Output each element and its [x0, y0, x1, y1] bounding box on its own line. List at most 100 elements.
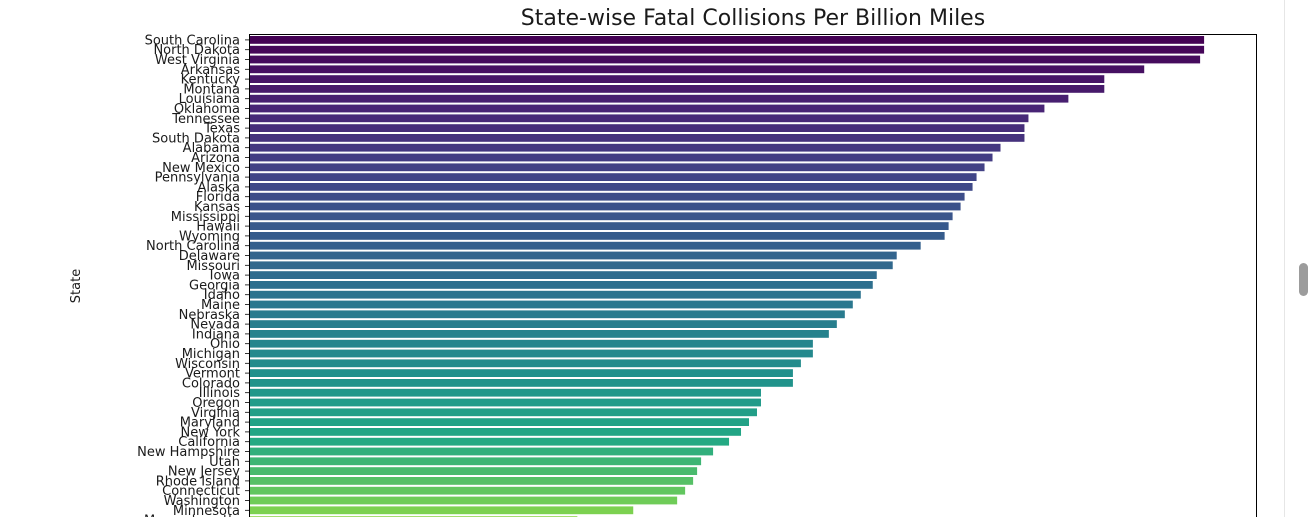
bar	[250, 428, 742, 436]
y-tick-label: Wyoming	[179, 229, 240, 244]
y-tick-label: Alaska	[197, 180, 240, 195]
y-tick-label: Ohio	[210, 337, 240, 352]
y-tick-label: Tennessee	[171, 112, 240, 127]
y-tick-label: Mississippi	[171, 210, 240, 225]
bar	[250, 55, 1201, 64]
y-tick-label: Florida	[196, 190, 240, 205]
y-tick-label: Rhode Island	[156, 474, 240, 489]
y-tick-label: South Dakota	[152, 131, 240, 146]
y-tick-label: Maryland	[180, 416, 240, 431]
bar	[250, 467, 698, 475]
bar	[250, 477, 694, 485]
bar	[250, 212, 953, 221]
y-tick-label: Nevada	[190, 318, 240, 333]
bar	[250, 486, 686, 495]
y-tick-label: Kansas	[194, 200, 240, 215]
y-tick-label: Wisconsin	[175, 357, 240, 372]
bars-group	[250, 36, 1205, 517]
bar	[250, 202, 961, 211]
bar	[250, 359, 801, 368]
y-tick-label: Illinois	[199, 386, 240, 401]
bar	[250, 330, 829, 338]
y-tick-label: Pennsylvania	[155, 171, 240, 186]
bar	[250, 94, 1069, 103]
scrollbar-thumb[interactable]	[1299, 263, 1308, 296]
bar	[250, 85, 1105, 93]
y-tick-label: New Jersey	[168, 465, 240, 480]
y-tick-label: Idaho	[204, 288, 240, 303]
y-tick-label: West Virginia	[155, 53, 240, 68]
bar	[250, 408, 757, 417]
bar	[250, 173, 977, 181]
chart-title: State-wise Fatal Collisions Per Billion …	[521, 6, 985, 31]
bar	[250, 398, 761, 407]
bar	[250, 232, 945, 240]
bar	[250, 36, 1205, 44]
y-tick-label: Maine	[201, 298, 240, 313]
y-tick-label: Iowa	[210, 269, 240, 284]
bar	[250, 251, 897, 260]
y-tick-label: North Dakota	[153, 43, 240, 58]
bar	[250, 320, 837, 328]
y-tick-label: Connecticut	[162, 484, 240, 499]
bar	[250, 300, 853, 309]
y-tick-label: New York	[180, 425, 240, 440]
y-tick-label: New Mexico	[162, 161, 240, 176]
y-tick-label: North Carolina	[146, 239, 240, 254]
y-tick-label: Delaware	[179, 249, 240, 264]
y-tick-label: Oregon	[192, 396, 240, 411]
bar	[250, 114, 1029, 123]
bar	[250, 261, 893, 270]
bar	[250, 457, 702, 466]
y-tick-label: Washington	[164, 494, 240, 509]
y-tick-label: New Hampshire	[137, 445, 240, 460]
y-tick-label: Utah	[209, 455, 240, 470]
y-tick-label: Arkansas	[181, 63, 240, 78]
bar	[250, 65, 1145, 74]
y-tick-label: Georgia	[189, 278, 240, 293]
bar	[250, 183, 973, 191]
y-tick-label: South Carolina	[145, 33, 240, 48]
bar	[250, 192, 965, 201]
bar	[250, 310, 845, 319]
bar	[250, 349, 813, 358]
y-tick-label: Hawaii	[196, 220, 240, 235]
y-axis-label: State	[69, 269, 84, 303]
bar	[250, 369, 793, 377]
y-tick-label: Oklahoma	[174, 102, 240, 117]
y-tick-label: Massachusetts	[144, 514, 240, 517]
bar	[250, 143, 1001, 152]
bar	[250, 388, 761, 397]
bar	[250, 437, 730, 446]
bar	[250, 506, 634, 515]
y-tick-label: Missouri	[186, 259, 240, 274]
y-tick-label: Vermont	[185, 367, 240, 382]
y-tick-label: Louisiana	[179, 92, 240, 107]
y-tick-label: Virginia	[191, 406, 240, 421]
bar	[250, 271, 877, 279]
y-tick-label: California	[178, 435, 240, 450]
y-tick-label: Minnesota	[173, 504, 240, 517]
bar	[250, 222, 949, 230]
bar	[250, 153, 993, 162]
y-tick-label: Kentucky	[181, 73, 241, 88]
bar	[250, 339, 813, 348]
bar	[250, 45, 1205, 54]
vertical-scrollbar[interactable]	[1284, 0, 1311, 517]
bar	[250, 124, 1025, 132]
bar	[250, 281, 873, 289]
y-tick-label: Alabama	[183, 141, 240, 156]
bar	[250, 290, 861, 299]
y-tick-label: Montana	[183, 82, 240, 97]
bar	[250, 496, 678, 505]
bar	[250, 447, 714, 456]
bar	[250, 75, 1105, 83]
bar	[250, 163, 985, 172]
bar	[250, 134, 1025, 142]
y-tick-label: Texas	[203, 122, 240, 137]
y-tick-label: Indiana	[192, 327, 240, 342]
y-tick-label: Michigan	[182, 347, 240, 362]
y-tick-label: Arizona	[191, 151, 240, 166]
